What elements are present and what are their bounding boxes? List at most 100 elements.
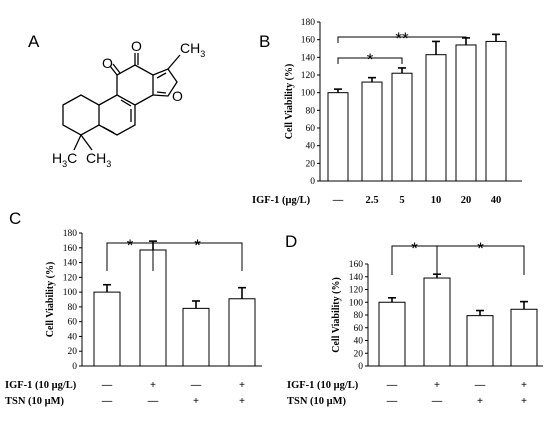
bar [93,291,121,367]
treatment-mark: + [239,396,245,407]
y-tick-label: 0 [358,362,363,372]
bar [228,298,256,367]
y-tick-label: 140 [63,259,78,269]
y-tick-label: 60 [354,324,364,334]
category-label: 10 [431,195,442,206]
y-tick-label: 100 [63,288,78,298]
bar [510,308,538,367]
treatment-mark: — [386,396,398,407]
methyl-left-label: H3C [52,150,77,169]
y-axis-label: Cell Viability (%) [331,277,342,353]
y-tick-label: 140 [301,53,316,63]
y-tick-label: 60 [306,124,316,134]
bar [182,307,210,367]
y-tick-label: 100 [349,298,364,308]
y-tick-label: 160 [301,36,316,46]
treatment-mark: — [190,380,202,391]
row-label: IGF-1 (10 μg/L) [287,380,359,391]
row-label: TSN (10 μM) [5,396,65,407]
bar [425,54,447,182]
treatment-mark: — [386,380,398,391]
y-tick-label: 120 [301,71,316,81]
chart-d: 0 20 40 60 80 100 120 140 160 Cell Viability (%) I… [287,239,543,407]
row-label: IGF-1 (10 μg/L) [5,380,77,391]
y-tick-label: 80 [306,106,316,116]
treatment-mark: — [101,380,113,391]
chemical-structure [62,53,181,151]
carbonyl-oxygen-left: O [102,55,113,71]
significance-bracket [436,245,525,275]
y-tick-label: 20 [306,159,316,169]
treatment-mark: + [434,380,440,391]
saturated-ring [62,94,100,136]
significance-label: * [127,236,134,255]
methyl-right-label: CH3 [86,150,111,169]
y-tick-label: 0 [310,177,315,187]
y-tick-label: 40 [68,332,78,342]
chart-c: 0 20 40 60 80 100 120 140 160 180 Cell Viability (… [5,229,262,407]
structure-atoms: O O O CH3 H3C CH3 [52,38,205,169]
y-axis-label: Cell Viability (%) [45,262,56,338]
bar [327,92,349,182]
panel-letter-d: D [285,232,297,251]
bar [361,81,383,182]
bar [455,44,477,182]
y-tick-label: 40 [354,337,364,347]
significance-bracket [152,242,243,271]
significance-bracket [337,36,467,43]
bar [391,72,413,182]
category-label: 2.5 [365,195,378,206]
furan-ring [152,68,178,97]
treatment-mark: — [101,396,113,407]
significance-label: * [411,239,418,258]
aromatic-ring [98,94,136,136]
y-tick-label: 180 [301,18,316,28]
significance-bracket [337,57,403,64]
y-tick-label: 80 [354,311,364,321]
y-tick-label: 120 [63,273,78,283]
panel-letter-a: A [28,32,40,51]
row-label: IGF-1 (μg/L) [252,195,311,206]
treatment-mark: — [431,396,443,407]
significance-label: * [477,239,484,258]
row-label: TSN (10 μM) [287,396,347,407]
methyl-top-label: CH3 [180,40,205,59]
significance-label: * [367,50,374,69]
significance-label: ** [395,29,409,48]
treatment-mark: + [477,396,483,407]
chart-b: 0 20 40 60 80 100 120 140 160 180 Cell Viability (… [252,18,522,206]
quinone-ring [116,64,154,106]
y-tick-label: 40 [306,142,316,152]
y-axis-label: Cell Viability (%) [284,64,295,140]
category-label: 5 [399,195,404,206]
carbonyl-oxygen-top: O [131,38,142,54]
category-label: 20 [461,195,472,206]
bar [423,277,451,367]
treatment-mark: + [521,380,527,391]
panel-letter-c: C [9,209,21,228]
y-tick-label: 140 [349,273,364,283]
treatment-mark: + [239,380,245,391]
y-tick-label: 160 [349,260,364,270]
panel-letter-b: B [259,32,270,51]
treatment-mark: — [147,396,159,407]
y-tick-label: 0 [72,362,77,372]
y-tick-label: 180 [63,229,78,239]
bar [485,40,507,182]
furan-oxygen: O [172,88,183,104]
category-label: — [332,195,344,206]
treatment-mark: + [150,380,156,391]
treatment-mark: — [474,380,486,391]
bar [466,315,494,367]
y-tick-label: 80 [68,303,78,313]
treatment-mark: + [193,396,199,407]
y-tick-label: 20 [354,349,364,359]
bar [378,301,406,367]
y-tick-label: 20 [68,347,78,357]
treatment-mark: + [521,396,527,407]
y-tick-label: 60 [68,318,78,328]
significance-label: * [194,236,201,255]
y-tick-label: 120 [349,286,364,296]
category-label: 40 [491,195,502,206]
